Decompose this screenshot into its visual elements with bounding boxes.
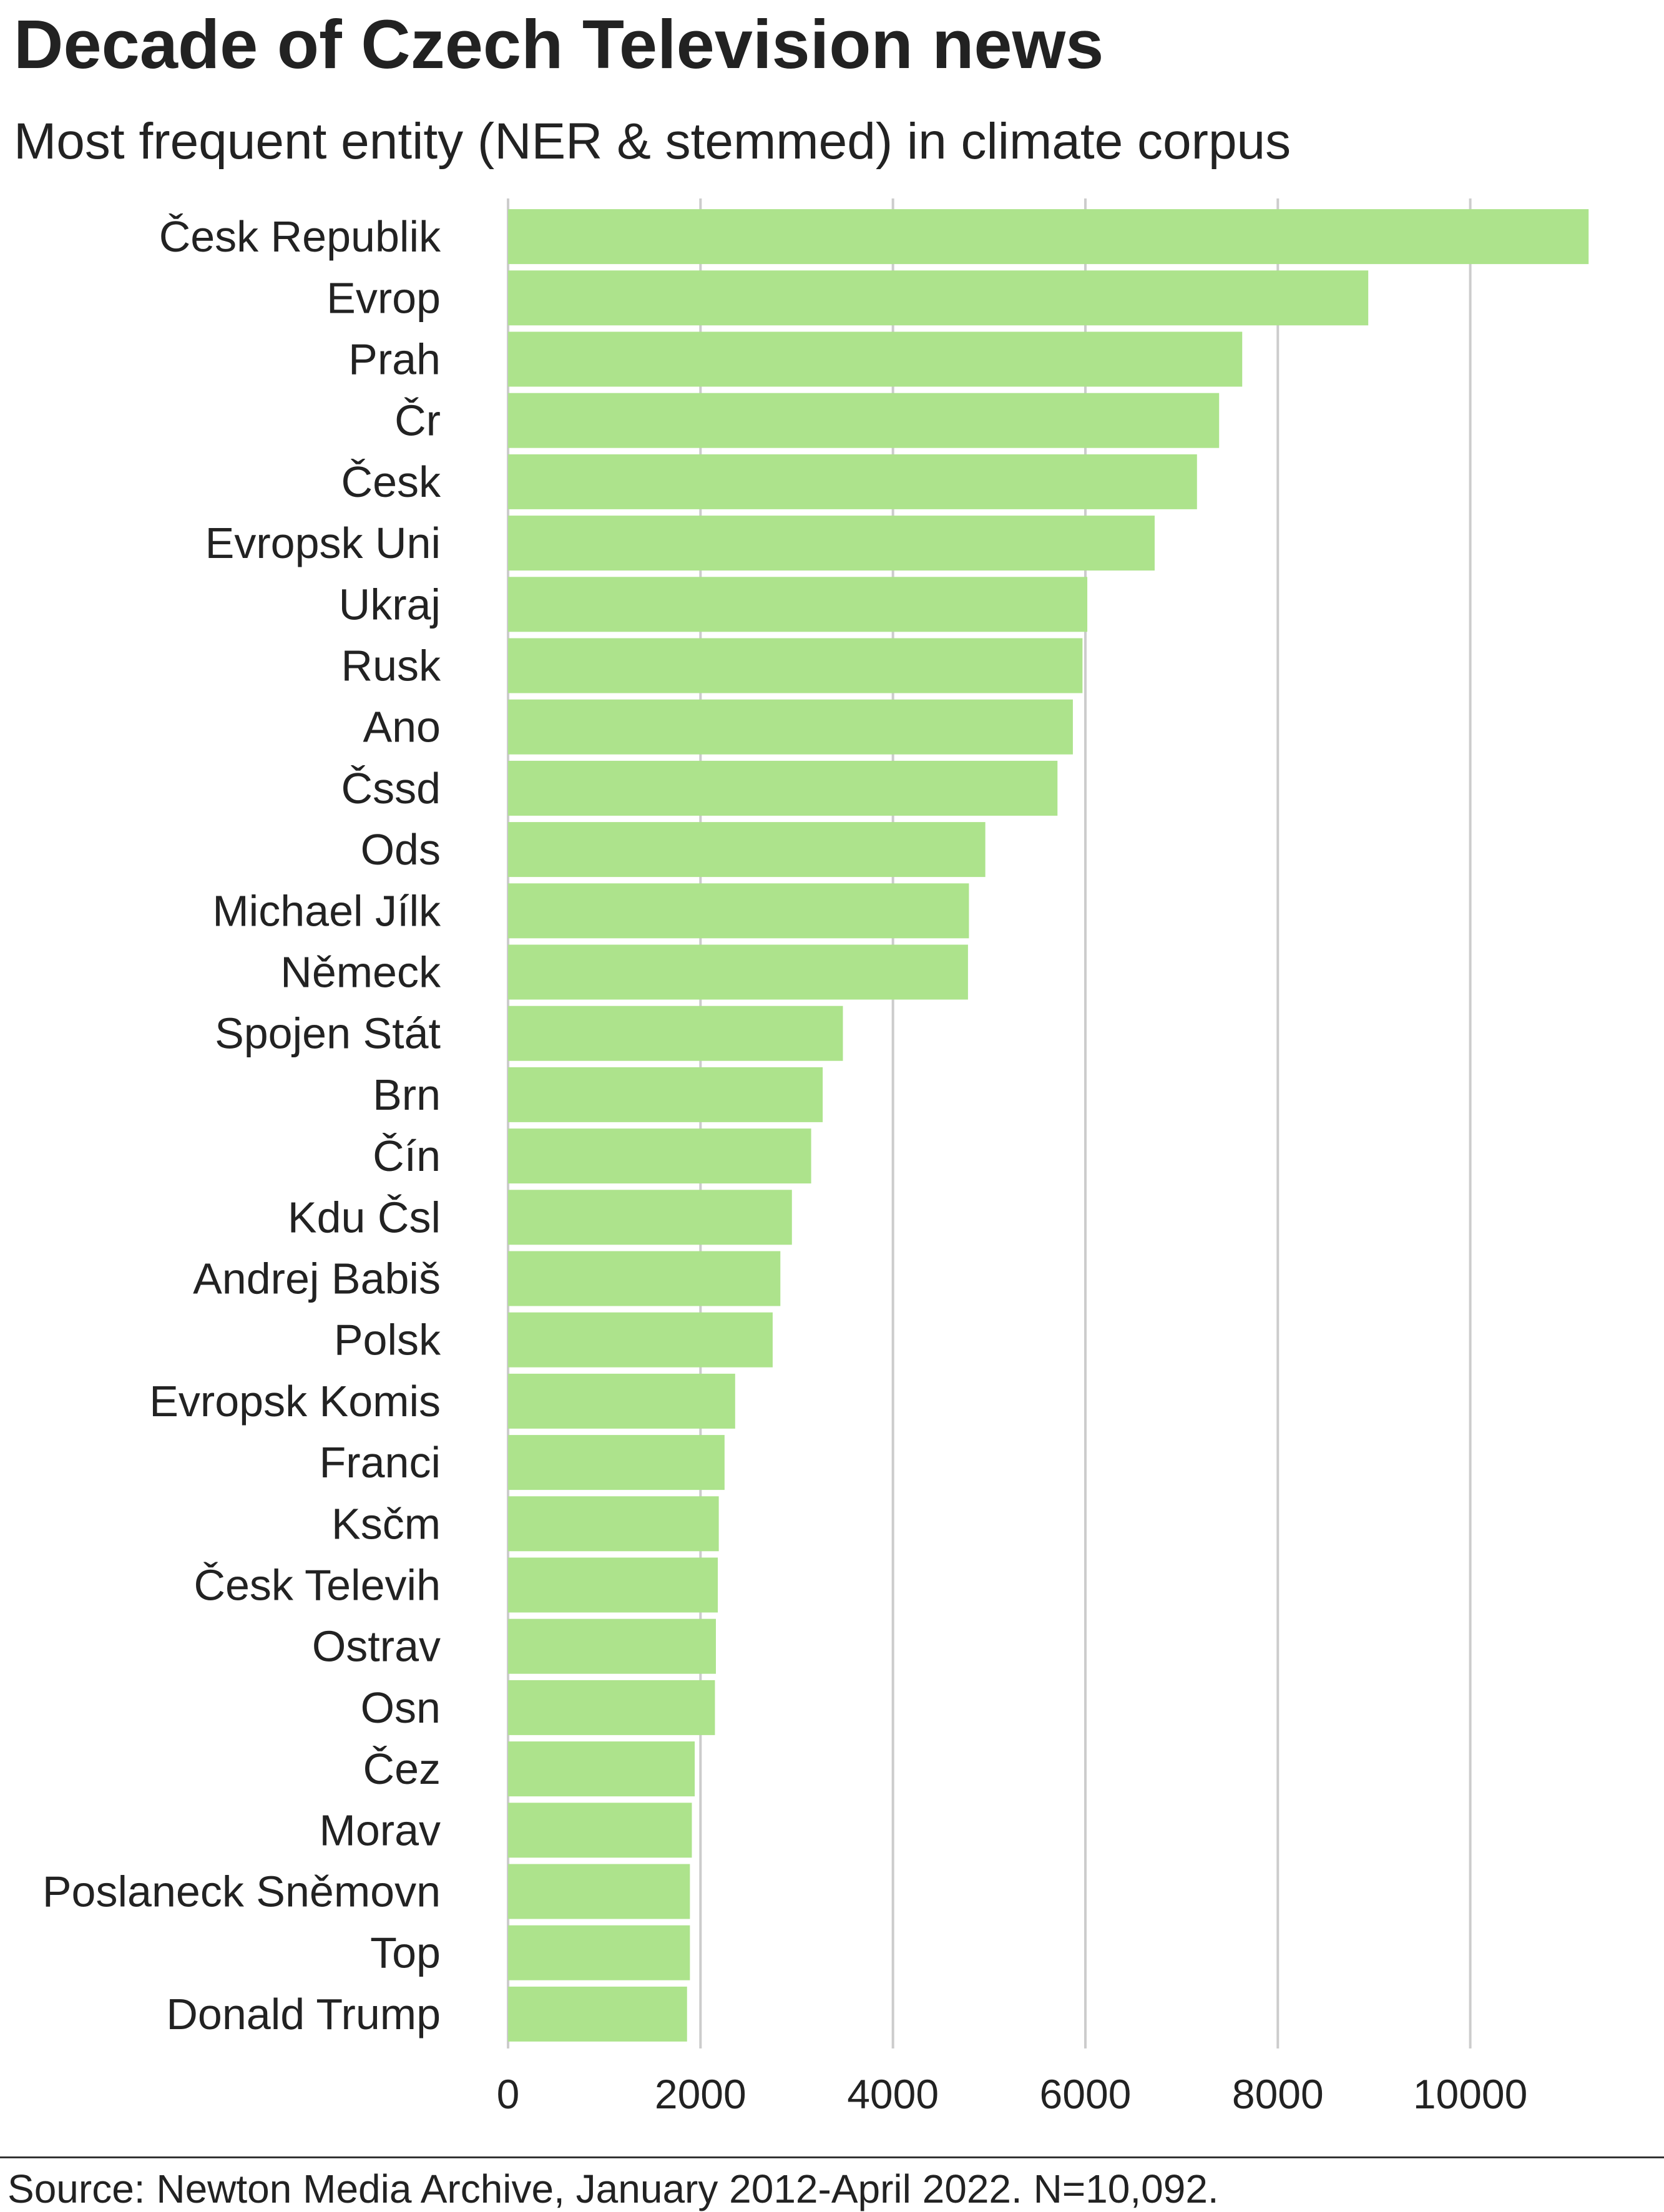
category-label: Česk Televih [193, 1561, 441, 1610]
category-label: Morav [320, 1806, 441, 1854]
category-label: Evropsk Komis [149, 1377, 441, 1426]
bar [508, 1557, 718, 1613]
bar [508, 454, 1197, 509]
x-tick-label: 4000 [847, 2071, 939, 2117]
bar [508, 1496, 719, 1552]
bar [508, 1618, 716, 1674]
category-label: Čín [373, 1132, 441, 1180]
category-label: Česk Republik [159, 212, 441, 261]
bar [508, 516, 1155, 571]
category-label: Osn [361, 1683, 441, 1732]
category-label: Kdu Čsl [288, 1193, 441, 1241]
category-label: Donald Trump [166, 1990, 441, 2038]
category-label: Čssd [341, 764, 441, 813]
bar [508, 577, 1088, 632]
bar [508, 331, 1243, 387]
source-note: Source: Newton Media Archive, January 20… [7, 2166, 1219, 2211]
bar [508, 1128, 811, 1184]
category-label: Andrej Babiš [193, 1255, 441, 1303]
category-label: Brn [373, 1070, 441, 1119]
category-label: Německ [280, 948, 441, 997]
category-label: Franci [320, 1438, 441, 1487]
bar [508, 1864, 690, 1919]
x-axis-ticks: 0 2000 4000 6000 8000 10000 [497, 2071, 1528, 2117]
category-labels: Česk Republik Evrop Prah Čr Česk Evropsk Uni U… [42, 212, 441, 2038]
bar [508, 393, 1220, 448]
bar [508, 883, 969, 939]
bar-chart: Česk Republik Evrop Prah Čr Česk Evropsk Uni U… [42, 198, 1589, 2117]
category-label: Evrop [326, 273, 441, 322]
x-tick-label: 8000 [1232, 2071, 1324, 2117]
bar [508, 822, 986, 878]
bar [508, 638, 1083, 693]
bar [508, 1312, 773, 1368]
category-label: Poslaneck Sněmovn [42, 1867, 441, 1916]
bar [508, 760, 1058, 816]
bar [508, 699, 1073, 755]
bar [508, 1251, 781, 1306]
category-label: Prah [348, 335, 441, 384]
x-tick-label: 2000 [655, 2071, 746, 2117]
x-tick-label: 10000 [1413, 2071, 1528, 2117]
category-label: Ostrav [312, 1622, 441, 1671]
bar [508, 1006, 843, 1061]
bar [508, 270, 1369, 326]
chart-subtitle: Most frequent entity (NER & stemmed) in … [14, 113, 1291, 170]
category-label: Ods [361, 825, 441, 874]
category-label: Ano [363, 703, 441, 751]
source-divider [0, 2156, 1664, 2158]
chart-title: Decade of Czech Television news [14, 6, 1104, 83]
bar [508, 1986, 687, 2042]
bar [508, 944, 968, 1000]
bar [508, 1067, 823, 1122]
bar [508, 1741, 695, 1797]
category-label: Česk [341, 458, 441, 506]
bar [508, 1680, 715, 1735]
category-label: Čr [394, 396, 441, 445]
category-label: Top [370, 1929, 441, 1977]
bar [508, 1435, 725, 1490]
bar [508, 209, 1589, 265]
category-label: Čez [363, 1745, 441, 1793]
category-label: Ksčm [331, 1499, 441, 1548]
category-label: Polsk [334, 1316, 441, 1364]
bar [508, 1373, 735, 1429]
category-label: Spojen Stát [215, 1009, 441, 1058]
bar [508, 1803, 692, 1858]
bar [508, 1190, 792, 1245]
bar [508, 1925, 690, 1980]
category-label: Rusk [341, 642, 441, 690]
category-label: Evropsk Uni [205, 519, 441, 567]
x-tick-label: 6000 [1040, 2071, 1132, 2117]
category-label: Michael Jílk [212, 886, 441, 935]
bars [508, 209, 1589, 2042]
x-tick-label: 0 [497, 2071, 520, 2117]
category-label: Ukraj [339, 580, 441, 629]
